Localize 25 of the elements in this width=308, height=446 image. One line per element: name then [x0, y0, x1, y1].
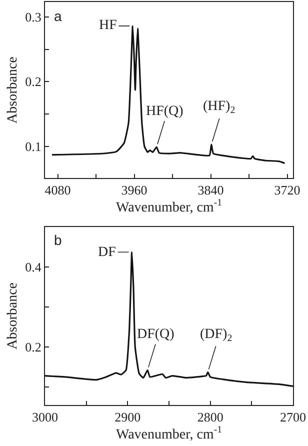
annotation: DF(Q)	[137, 327, 175, 342]
x-tick-label: 2700	[280, 410, 306, 425]
annotation: (HF)$_{2}$	[203, 99, 236, 116]
x-tick-label: 2800	[197, 410, 224, 425]
y-axis-title: Absorbance	[6, 282, 21, 350]
y-axis-title: Absorbance	[6, 56, 21, 124]
y-tick-label: 0.1	[25, 138, 42, 154]
y-tick-label: 0.4	[25, 259, 42, 274]
annotation: HF(Q)	[146, 104, 184, 119]
x-tick-label: 3000	[32, 410, 58, 425]
annotation: (DF)$_{2}$	[200, 327, 232, 344]
x-tick-label: 3960	[121, 182, 148, 198]
x-tick-label: 4080	[44, 182, 71, 198]
x-tick-label: 2900	[114, 410, 141, 425]
x-axis-title: Wavenumber, cm$^{-1}$	[116, 198, 222, 216]
y-tick-label: 0.2	[25, 74, 42, 90]
annotation: b	[54, 232, 62, 248]
x-tick-label: 3720	[274, 182, 300, 198]
y-tick-label: 0.3	[25, 9, 42, 24]
annotation: a	[54, 8, 62, 24]
x-tick-label: 3840	[198, 182, 224, 198]
x-axis-title: Wavenumber, cm$^{-1}$	[116, 424, 222, 442]
y-tick-label: 0.2	[25, 340, 42, 355]
annotation: DF	[98, 245, 116, 260]
annotation: HF	[99, 18, 118, 33]
